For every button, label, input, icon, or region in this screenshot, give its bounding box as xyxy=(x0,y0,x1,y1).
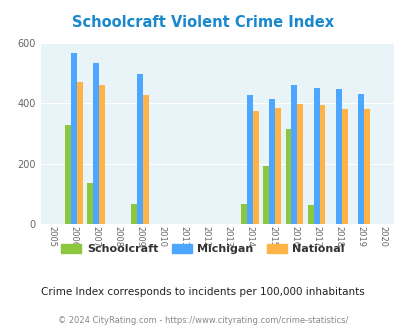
Bar xyxy=(253,111,259,224)
Bar xyxy=(307,205,313,224)
Bar xyxy=(269,99,275,224)
Bar xyxy=(313,88,319,224)
Bar xyxy=(241,204,247,224)
Bar xyxy=(65,124,70,224)
Bar xyxy=(319,105,325,224)
Bar xyxy=(297,104,303,224)
Bar xyxy=(285,129,291,224)
Bar xyxy=(275,108,281,224)
Bar xyxy=(363,110,369,224)
Bar xyxy=(341,109,347,224)
Text: © 2024 CityRating.com - https://www.cityrating.com/crime-statistics/: © 2024 CityRating.com - https://www.city… xyxy=(58,315,347,325)
Bar xyxy=(87,182,93,224)
Bar xyxy=(93,63,98,224)
Bar xyxy=(77,82,83,224)
Bar xyxy=(143,95,149,224)
Bar xyxy=(291,84,297,224)
Bar xyxy=(357,94,363,224)
Text: Schoolcraft Violent Crime Index: Schoolcraft Violent Crime Index xyxy=(72,15,333,30)
Bar xyxy=(263,166,269,224)
Legend: Schoolcraft, Michigan, National: Schoolcraft, Michigan, National xyxy=(57,239,348,258)
Bar xyxy=(136,74,143,224)
Bar xyxy=(70,53,77,224)
Bar xyxy=(98,84,104,224)
Bar xyxy=(247,95,253,224)
Text: Crime Index corresponds to incidents per 100,000 inhabitants: Crime Index corresponds to incidents per… xyxy=(41,287,364,297)
Bar xyxy=(335,89,341,224)
Bar xyxy=(131,204,136,224)
